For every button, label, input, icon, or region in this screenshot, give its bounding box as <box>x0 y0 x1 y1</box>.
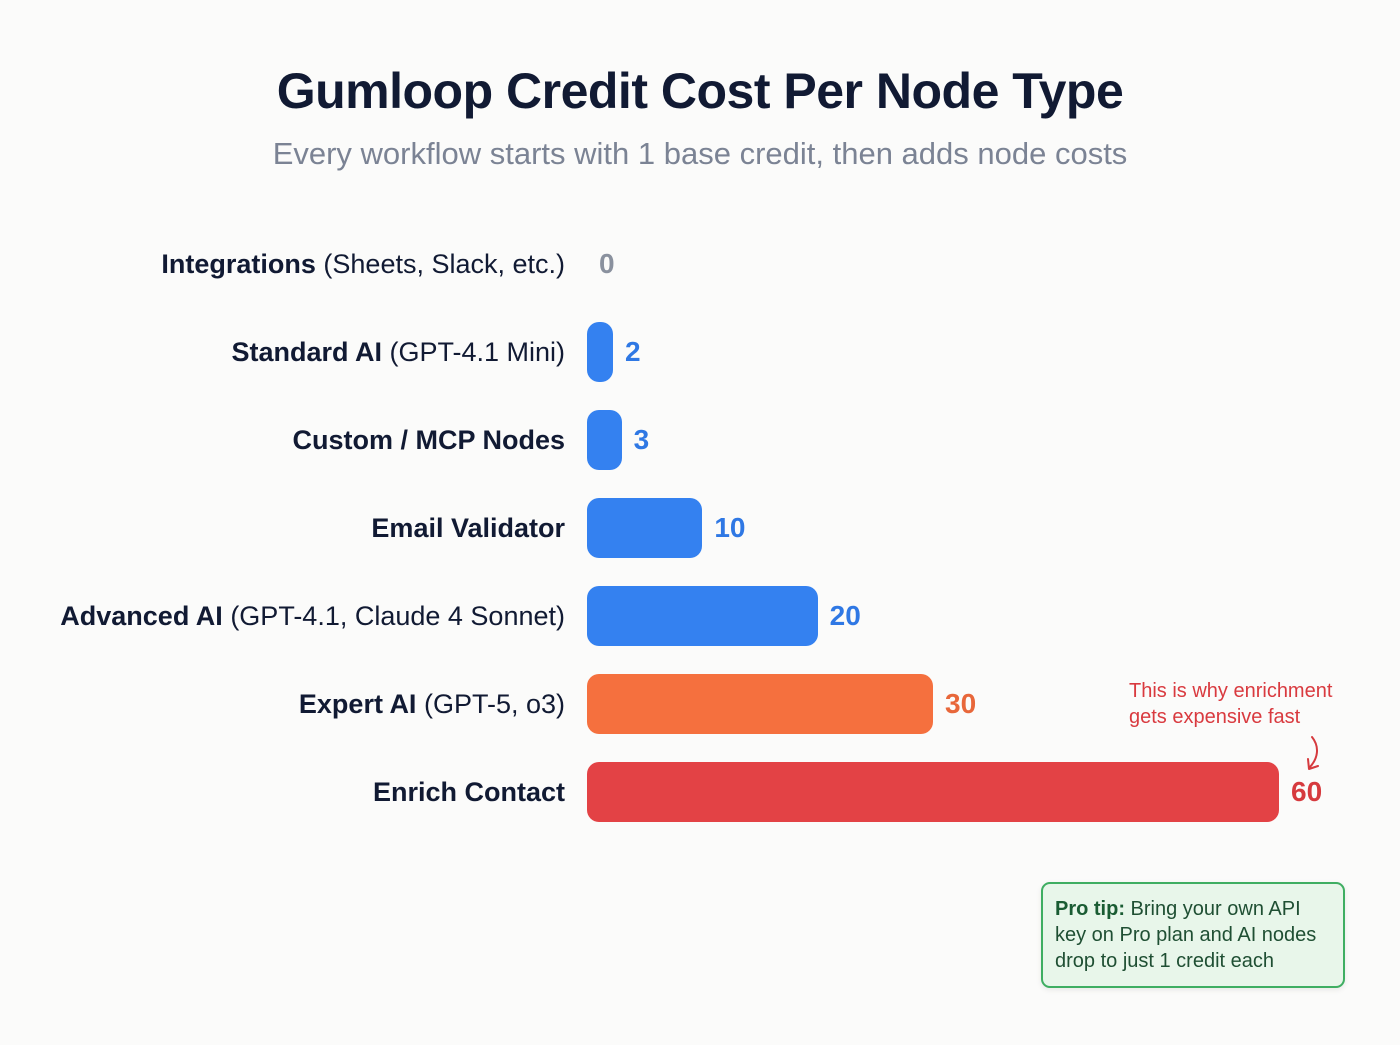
bar-label-bold: Enrich Contact <box>372 777 565 807</box>
pro-tip-text: Bring your own API key on Pro plan and A… <box>1055 898 1317 972</box>
chart-title: Gumloop Credit Cost Per Node Type <box>276 63 1124 119</box>
annotation-line-1: This is why enrichment <box>1129 680 1333 702</box>
bar-label: Advanced AI (GPT-4.1, Claude 4 Sonnet) <box>60 586 565 646</box>
bar <box>587 498 703 558</box>
bar-row: Advanced AI (GPT-4.1, Claude 4 Sonnet) 20 <box>0 586 1400 646</box>
bar-value: 0 <box>599 248 615 279</box>
bar-value: 2 <box>625 336 641 367</box>
bar-label-bold: Custom / MCP Nodes <box>292 425 565 455</box>
bar-value: 20 <box>829 600 861 631</box>
bar-label-bold: Email Validator <box>371 513 565 543</box>
bar-label: Standard AI (GPT-4.1 Mini) <box>231 322 565 382</box>
bar <box>587 322 613 382</box>
pro-tip-box: Pro tip: Bring your own API key on Pro p… <box>1041 882 1345 988</box>
bar-label-detail: (Sheets, Slack, etc.) <box>315 249 565 279</box>
bar-label-bold: Advanced AI <box>60 601 223 631</box>
bar <box>587 586 818 646</box>
chart-subtitle: Every workflow starts with 1 base credit… <box>272 136 1128 171</box>
bar-row: Standard AI (GPT-4.1 Mini) 2 <box>0 322 1400 382</box>
bar-label-bold: Expert AI <box>298 689 417 719</box>
bar <box>587 410 622 470</box>
bar-value: 30 <box>945 688 977 719</box>
bar-label: Enrich Contact <box>373 762 565 822</box>
bar-label-bold: Integrations <box>161 249 316 279</box>
bar-label: Email Validator <box>371 498 565 558</box>
bar-row: Expert AI (GPT-5, o3) 30 <box>0 674 1400 734</box>
annotation-line-2: gets expensive fast <box>1129 706 1301 728</box>
bar-value: 60 <box>1291 776 1323 807</box>
bar-label-detail: (GPT-5, o3) <box>416 689 565 719</box>
bar-row: Enrich Contact 60 <box>0 762 1400 822</box>
bar-label: Integrations (Sheets, Slack, etc.) <box>161 234 565 294</box>
bar-row: Integrations (Sheets, Slack, etc.) 0 <box>0 234 1400 294</box>
bar <box>587 762 1279 822</box>
bar-label-detail: (GPT-4.1 Mini) <box>381 337 565 367</box>
curved-arrow-icon <box>1307 736 1319 770</box>
bar-value: 3 <box>633 424 650 455</box>
pro-tip-label: Pro tip: <box>1055 898 1125 920</box>
bar-row: Email Validator 10 <box>0 498 1400 558</box>
bar <box>587 674 933 734</box>
bar-label: Expert AI (GPT-5, o3) <box>299 674 565 734</box>
bar-value: 10 <box>714 512 746 543</box>
bar-label-bold: Standard AI <box>231 337 382 367</box>
bar-label: Custom / MCP Nodes <box>292 410 565 470</box>
bar-label-detail: (GPT-4.1, Claude 4 Sonnet) <box>222 601 565 631</box>
bar-row: Custom / MCP Nodes 3 <box>0 410 1400 470</box>
enrichment-annotation: This is why enrichment gets expensive fa… <box>1129 678 1332 730</box>
